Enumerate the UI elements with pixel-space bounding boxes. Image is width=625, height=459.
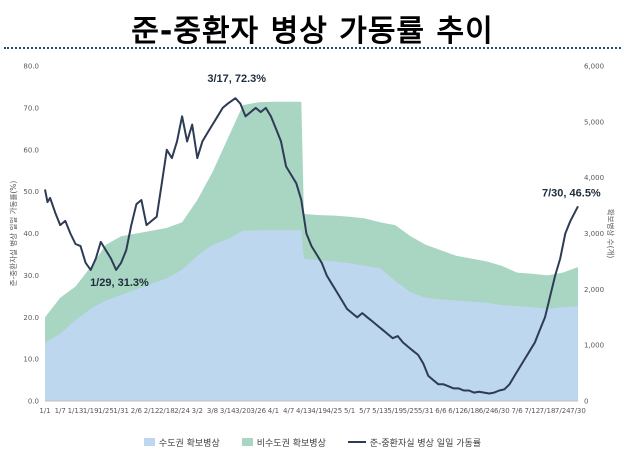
x-tick-label: 6/6 xyxy=(435,407,447,415)
y-left-tick-label: 40.0 xyxy=(23,230,39,238)
x-tick-label: 4/1 xyxy=(268,407,279,415)
legend-label-utilization: 준-중환자실 병상 일일 가동률 xyxy=(369,438,482,449)
x-tick-label: 1/1 xyxy=(39,407,50,415)
x-tick-label: 7/12 xyxy=(524,407,540,415)
x-tick-label: 1/25 xyxy=(98,407,114,415)
line-series-group xyxy=(44,97,579,395)
y-left-axis-title: 준-중환자실 병상 일일 가동률(%) xyxy=(8,181,18,287)
x-tick-label: 5/1 xyxy=(344,407,355,415)
x-tick-label: 7/18 xyxy=(540,407,556,415)
y-right-tick-label: 0 xyxy=(584,398,588,406)
y-right-axis-title: 확보병상 수(개) xyxy=(606,209,616,259)
x-tick-label: 7/30 xyxy=(570,407,586,415)
x-tick-label: 3/14 xyxy=(220,407,236,415)
chart-legend: 수도권 확보병상 비수도권 확보병상 준-중환자실 병상 일일 가동률 xyxy=(0,434,625,450)
legend-item-capital: 수도권 확보병상 xyxy=(143,436,220,449)
x-tick-label: 1/13 xyxy=(68,407,84,415)
legend-item-non-capital: 비수도권 확보병상 xyxy=(241,436,326,449)
x-tick-label: 6/12 xyxy=(448,407,464,415)
data-annotation-label: 3/17, 72.3% xyxy=(207,73,266,85)
page-title: 준-중환자 병상 가동률 추이 xyxy=(131,14,494,49)
y-right-tick-label: 3,000 xyxy=(584,230,604,238)
x-tick-label: 3/26 xyxy=(250,407,266,415)
x-tick-label: 1/7 xyxy=(55,407,66,415)
data-annotation-label: 1/29, 31.3% xyxy=(90,277,149,289)
x-tick-label: 6/18 xyxy=(464,407,480,415)
y-left-tick-label: 10.0 xyxy=(23,356,39,364)
annotations-group: 3/17, 72.3% 1/29, 31.3% 7/30, 46.5% xyxy=(90,73,601,289)
x-tick-label: 3/8 xyxy=(207,407,218,415)
y-left-tick-label: 50.0 xyxy=(23,188,39,196)
y-left-tick-label: 80.0 xyxy=(23,63,39,71)
legend-swatch-utilization xyxy=(347,441,366,443)
x-tick-label: 5/7 xyxy=(359,407,370,415)
area-capital-beds xyxy=(45,230,578,401)
x-tick-label: 1/31 xyxy=(113,407,129,415)
x-tick-label: 4/7 xyxy=(283,407,294,415)
line-utilization-rate xyxy=(44,97,579,395)
y-right-tick-label: 2,000 xyxy=(584,286,604,294)
x-tick-label: 2/18 xyxy=(159,407,175,415)
y-left-tick-label: 60.0 xyxy=(23,146,39,154)
x-tick-label: 4/25 xyxy=(326,407,342,415)
data-annotation-label: 7/30, 46.5% xyxy=(542,187,601,199)
axes-group: 0.0 10.0 20.0 30.0 40.0 50.0 60.0 70.0 80.0 0 1,00… xyxy=(8,63,616,416)
x-tick-label: 6/30 xyxy=(494,407,510,415)
y-left-tick-label: 30.0 xyxy=(23,272,39,280)
x-tick-label: 5/25 xyxy=(403,407,419,415)
y-right-tick-label: 1,000 xyxy=(584,342,604,350)
y-left-tick-label: 20.0 xyxy=(23,314,39,322)
x-tick-label: 7/24 xyxy=(555,407,571,415)
x-tick-label: 6/24 xyxy=(479,407,495,415)
y-right-tick-label: 4,000 xyxy=(584,174,604,182)
legend-item-utilization: 준-중환자실 병상 일일 가동률 xyxy=(347,436,482,449)
legend-swatch-capital xyxy=(143,438,155,446)
x-tick-label: 5/19 xyxy=(387,407,403,415)
x-tick-label: 1/19 xyxy=(83,407,99,415)
legend-label-capital: 수도권 확보병상 xyxy=(158,438,220,449)
legend-swatch-non-capital xyxy=(241,438,253,446)
title-divider xyxy=(4,47,621,49)
x-tick-label: 5/31 xyxy=(418,407,434,415)
x-tick-label: 5/13 xyxy=(372,407,388,415)
y-right-tick-label: 6,000 xyxy=(584,63,604,71)
y-right-tick-label: 5,000 xyxy=(584,118,604,126)
x-tick-label: 2/6 xyxy=(131,407,143,415)
x-tick-label: 2/24 xyxy=(174,407,190,415)
area-series-group xyxy=(45,101,578,401)
y-left-tick-label: 70.0 xyxy=(23,104,39,112)
x-tick-label: 3/20 xyxy=(235,407,251,415)
x-tick-label: 4/19 xyxy=(311,407,327,415)
y-left-tick-label: 0.0 xyxy=(28,398,39,406)
x-tick-label: 7/6 xyxy=(511,407,523,415)
legend-label-non-capital: 비수도권 확보병상 xyxy=(256,438,326,449)
x-tick-label: 3/2 xyxy=(192,407,203,415)
x-tick-label: 2/12 xyxy=(144,407,160,415)
x-tick-label: 4/13 xyxy=(296,407,312,415)
